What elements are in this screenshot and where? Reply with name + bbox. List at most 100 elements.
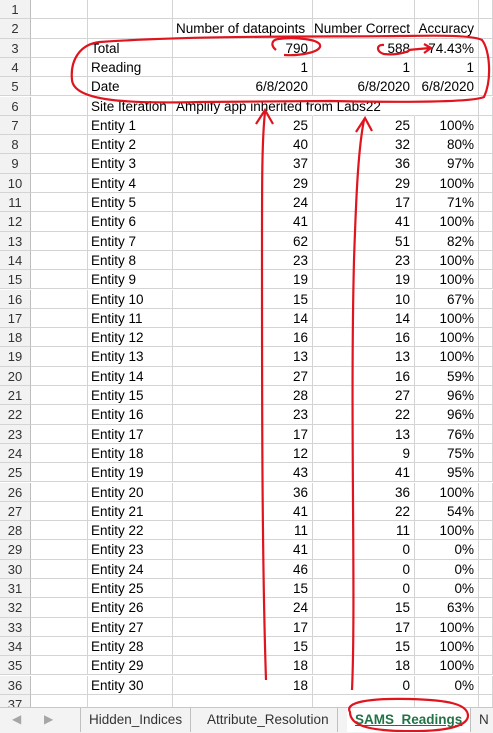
entity-accuracy[interactable]: 59% xyxy=(415,366,479,386)
cell-f[interactable] xyxy=(479,482,493,502)
cell-f[interactable] xyxy=(479,289,493,309)
entity-accuracy[interactable]: 100% xyxy=(415,482,479,502)
cell-a[interactable] xyxy=(31,579,88,599)
entity-name[interactable]: Entity 25 xyxy=(88,579,173,599)
entity-accuracy[interactable]: 0% xyxy=(415,579,479,599)
entity-name[interactable]: Entity 29 xyxy=(88,656,173,676)
summary-accuracy[interactable]: 74.43% xyxy=(415,38,479,58)
row-header[interactable]: 29 xyxy=(0,540,31,560)
entity-datapoints[interactable]: 46 xyxy=(173,559,313,579)
entity-datapoints[interactable]: 41 xyxy=(173,212,313,232)
cell-a[interactable] xyxy=(31,212,88,232)
tab-next-sheet[interactable]: N xyxy=(475,708,493,732)
entity-correct[interactable]: 23 xyxy=(313,250,415,271)
row-header[interactable]: 18 xyxy=(0,328,31,348)
cell-a[interactable] xyxy=(31,540,88,560)
row-header[interactable]: 5 xyxy=(0,77,31,97)
entity-datapoints[interactable]: 25 xyxy=(173,115,313,136)
entity-correct[interactable]: 51 xyxy=(313,231,415,251)
cell-a[interactable] xyxy=(31,521,88,541)
row-header[interactable]: 16 xyxy=(0,289,31,309)
row-header[interactable]: 12 xyxy=(0,212,31,232)
entity-datapoints[interactable]: 29 xyxy=(173,173,313,193)
row-header[interactable]: 20 xyxy=(0,366,31,386)
entity-correct[interactable]: 19 xyxy=(313,270,415,290)
row-header[interactable]: 36 xyxy=(0,675,31,695)
header-datapoints[interactable]: Number of datapoints xyxy=(173,19,313,39)
summary-datapoints[interactable]: 1 xyxy=(173,57,313,78)
row-header[interactable]: 10 xyxy=(0,173,31,193)
entity-accuracy[interactable]: 100% xyxy=(415,636,479,657)
cell-a4[interactable] xyxy=(31,57,88,78)
cell-a[interactable] xyxy=(31,231,88,251)
entity-accuracy[interactable]: 80% xyxy=(415,135,479,155)
summary-correct[interactable]: 588 xyxy=(313,38,415,58)
entity-name[interactable]: Entity 15 xyxy=(88,386,173,406)
cell-a[interactable] xyxy=(31,193,88,213)
summary-datapoints[interactable]: 6/8/2020 xyxy=(173,77,313,97)
entity-correct[interactable]: 41 xyxy=(313,212,415,232)
cell-a[interactable] xyxy=(31,173,88,193)
row-header[interactable]: 35 xyxy=(0,656,31,676)
entity-correct[interactable]: 0 xyxy=(313,579,415,599)
cell-c6[interactable] xyxy=(173,97,313,116)
row-header[interactable]: 6 xyxy=(0,96,31,116)
entity-name[interactable]: Entity 12 xyxy=(88,328,173,348)
entity-datapoints[interactable]: 62 xyxy=(173,231,313,251)
cell-a6[interactable] xyxy=(31,96,88,116)
cell-f3[interactable] xyxy=(479,38,493,58)
cell-a[interactable] xyxy=(31,501,88,522)
entity-accuracy[interactable]: 100% xyxy=(415,250,479,271)
entity-accuracy[interactable]: 0% xyxy=(415,675,479,695)
cell-f[interactable] xyxy=(479,212,493,232)
cell-a[interactable] xyxy=(31,347,88,367)
entity-correct[interactable]: 13 xyxy=(313,424,415,444)
entity-datapoints[interactable]: 11 xyxy=(173,521,313,541)
row-header[interactable]: 37 xyxy=(0,694,31,707)
cell-f[interactable] xyxy=(479,154,493,174)
row-header[interactable]: 22 xyxy=(0,405,31,425)
entity-correct[interactable]: 15 xyxy=(313,636,415,657)
entity-accuracy[interactable]: 97% xyxy=(415,154,479,174)
row-header[interactable]: 13 xyxy=(0,231,31,251)
cell-a[interactable] xyxy=(31,656,88,676)
row-header[interactable]: 34 xyxy=(0,636,31,657)
cell-f[interactable] xyxy=(479,463,493,483)
summary-label[interactable]: Date xyxy=(88,77,173,97)
row-header[interactable]: 32 xyxy=(0,598,31,618)
cell-e37[interactable] xyxy=(415,694,479,707)
cell-a[interactable] xyxy=(31,405,88,425)
row-header[interactable]: 3 xyxy=(0,38,31,58)
row-header[interactable]: 17 xyxy=(0,308,31,329)
summary-correct[interactable]: 6/8/2020 xyxy=(313,77,415,97)
cell-f[interactable] xyxy=(479,675,493,695)
entity-correct[interactable]: 16 xyxy=(313,366,415,386)
entity-accuracy[interactable]: 100% xyxy=(415,617,479,637)
entity-accuracy[interactable]: 0% xyxy=(415,559,479,579)
cell-a[interactable] xyxy=(31,424,88,444)
entity-correct[interactable]: 36 xyxy=(313,154,415,174)
entity-correct[interactable]: 0 xyxy=(313,540,415,560)
entity-accuracy[interactable]: 100% xyxy=(415,115,479,136)
entity-datapoints[interactable]: 23 xyxy=(173,405,313,425)
entity-name[interactable]: Entity 16 xyxy=(88,405,173,425)
cell-d37[interactable] xyxy=(313,694,415,707)
cell-f[interactable] xyxy=(479,656,493,676)
cell-a[interactable] xyxy=(31,675,88,695)
entity-correct[interactable]: 17 xyxy=(313,193,415,213)
summary-accuracy[interactable]: 6/8/2020 xyxy=(415,77,479,97)
entity-accuracy[interactable]: 100% xyxy=(415,173,479,193)
entity-datapoints[interactable]: 18 xyxy=(173,675,313,695)
entity-name[interactable]: Entity 17 xyxy=(88,424,173,444)
entity-name[interactable]: Entity 1 xyxy=(88,115,173,136)
entity-name[interactable]: Entity 10 xyxy=(88,289,173,309)
entity-name[interactable]: Entity 4 xyxy=(88,173,173,193)
entity-accuracy[interactable]: 0% xyxy=(415,540,479,560)
entity-datapoints[interactable]: 15 xyxy=(173,289,313,309)
cell-a[interactable] xyxy=(31,598,88,618)
entity-datapoints[interactable]: 15 xyxy=(173,579,313,599)
row-header[interactable]: 19 xyxy=(0,347,31,367)
entity-accuracy[interactable]: 100% xyxy=(415,270,479,290)
tab-sams-readings[interactable]: SAMS_Readings xyxy=(347,708,472,732)
row-header[interactable]: 2 xyxy=(0,19,31,39)
